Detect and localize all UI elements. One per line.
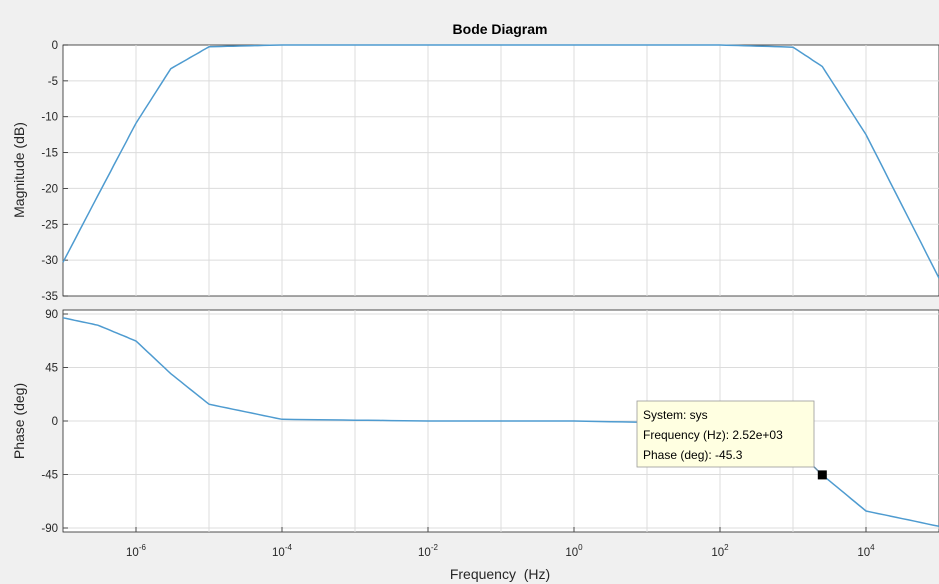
phase-y-tick-label: -45 bbox=[41, 470, 58, 482]
magnitude-y-tick-label: -10 bbox=[41, 112, 58, 124]
magnitude-y-label: Magnitude (dB) bbox=[11, 122, 27, 218]
magnitude-y-tick-label: -35 bbox=[41, 291, 58, 303]
magnitude-y-tick-label: -5 bbox=[48, 76, 58, 88]
magnitude-y-tick-label: -20 bbox=[41, 183, 58, 195]
phase-y-tick-label: 90 bbox=[45, 309, 58, 321]
datatip-phase-line: Phase (deg): -45.3 bbox=[643, 448, 743, 462]
magnitude-grid bbox=[63, 45, 939, 296]
x-tick-label: 102 bbox=[711, 543, 729, 559]
datatip-box[interactable] bbox=[636, 400, 815, 468]
phase-y-label: Phase (deg) bbox=[11, 383, 27, 459]
datatip-frequency-line: Frequency (Hz): 2.52e+03 bbox=[643, 428, 783, 442]
phase-y-tick-label: -90 bbox=[41, 523, 58, 535]
phase-y-tick-label: 0 bbox=[52, 416, 58, 428]
magnitude-y-tick-label: -25 bbox=[41, 219, 58, 231]
x-tick-label: 100 bbox=[565, 543, 583, 559]
datatip-marker[interactable] bbox=[817, 470, 827, 480]
magnitude-y-tick-label: -15 bbox=[41, 148, 58, 160]
x-tick-label: 10-2 bbox=[418, 543, 438, 559]
magnitude-y-tick-label: -30 bbox=[41, 255, 58, 267]
magnitude-y-ticks: 0 -5 -10 -15 -20 -25 -30 -35 bbox=[41, 40, 68, 303]
phase-y-ticks: 90 45 0 -45 -90 bbox=[41, 309, 68, 535]
magnitude-series-line[interactable] bbox=[62, 44, 939, 279]
phase-y-tick-label: 45 bbox=[45, 363, 58, 375]
frequency-x-ticks: 10-6 10-4 10-2 100 102 104 bbox=[126, 527, 875, 559]
datatip-system-line: System: sys bbox=[643, 408, 708, 422]
x-tick-label: 104 bbox=[857, 543, 875, 559]
magnitude-y-tick-label: 0 bbox=[52, 40, 58, 52]
chart-title: Bode Diagram bbox=[453, 21, 548, 37]
phase-grid bbox=[63, 310, 939, 532]
x-tick-label: 10-4 bbox=[272, 543, 292, 559]
x-axis-label: Frequency (Hz) bbox=[450, 566, 550, 582]
datatip[interactable]: System: sys Frequency (Hz): 2.52e+03 Pha… bbox=[636, 400, 827, 480]
x-tick-label: 10-6 bbox=[126, 543, 146, 559]
